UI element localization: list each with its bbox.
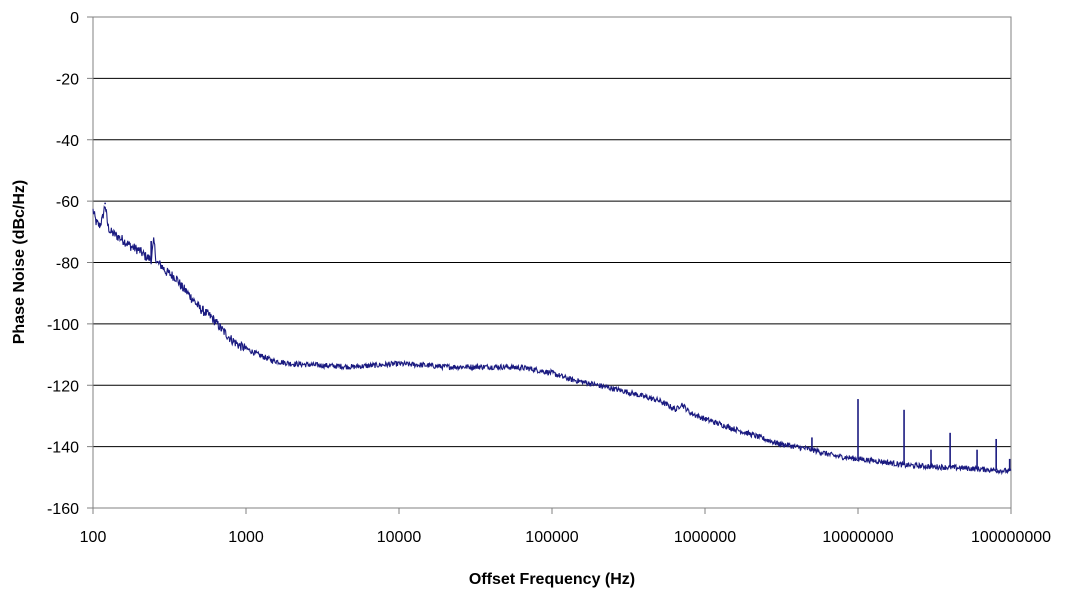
y-tick-label: -20 xyxy=(56,71,79,88)
x-axis-ticks: 100 1000 10000 100000 1000000 10000000 1000000… xyxy=(80,508,1051,546)
y-axis-title: Phase Noise (dBc/Hz) xyxy=(11,180,28,344)
y-tick-label: -40 xyxy=(56,133,79,150)
series-layer xyxy=(92,202,1012,476)
x-tick-label: 100000 xyxy=(525,529,578,546)
y-tick-label: -120 xyxy=(47,378,79,395)
y-axis-ticks: 0 -20 -40 -60 -80 -100 -120 -140 -160 xyxy=(47,10,93,518)
x-tick-label: 10000 xyxy=(377,529,422,546)
x-tick-label: 1000 xyxy=(228,529,264,546)
phase-noise-line xyxy=(92,205,1012,476)
y-tick-label: -60 xyxy=(56,194,79,211)
y-tick-label: 0 xyxy=(70,10,79,27)
y-tick-label: -80 xyxy=(56,256,79,273)
y-tick-label: -100 xyxy=(47,317,79,334)
y-tick-label: -160 xyxy=(47,501,79,518)
x-tick-label: 100000000 xyxy=(971,529,1051,546)
x-tick-label: 1000000 xyxy=(674,529,736,546)
x-tick-label: 10000000 xyxy=(822,529,893,546)
gridlines xyxy=(93,77,1011,448)
x-axis-title: Offset Frequency (Hz) xyxy=(469,571,635,588)
x-tick-label: 100 xyxy=(80,529,107,546)
y-tick-label: -140 xyxy=(47,440,79,457)
